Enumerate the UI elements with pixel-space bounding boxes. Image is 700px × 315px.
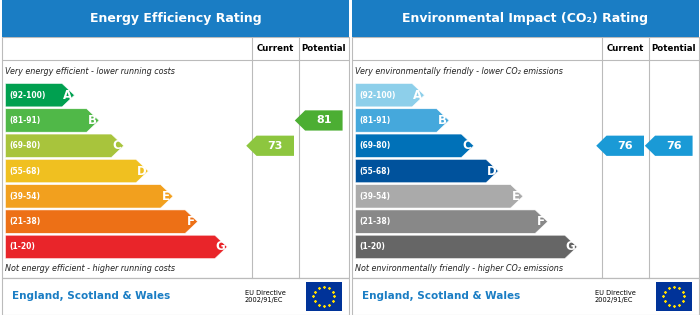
Bar	[2, 37, 349, 278]
Text: B: B	[438, 114, 447, 127]
Text: (1-20): (1-20)	[10, 243, 36, 251]
Text: A: A	[63, 89, 72, 102]
Text: G: G	[216, 240, 225, 253]
Text: Current: Current	[607, 44, 644, 53]
Text: E: E	[162, 190, 170, 203]
Text: A: A	[413, 89, 422, 102]
Bar	[656, 282, 692, 311]
Polygon shape	[356, 235, 578, 259]
Polygon shape	[6, 185, 173, 208]
Text: G: G	[566, 240, 575, 253]
Text: E: E	[512, 190, 520, 203]
Polygon shape	[356, 159, 498, 183]
Polygon shape	[6, 235, 228, 259]
Text: Current: Current	[257, 44, 294, 53]
Bar	[2, 278, 349, 315]
Polygon shape	[356, 185, 523, 208]
Text: (55-68): (55-68)	[360, 167, 391, 175]
Text: (92-100): (92-100)	[10, 91, 46, 100]
Text: (39-54): (39-54)	[360, 192, 391, 201]
Text: (69-80): (69-80)	[10, 141, 41, 150]
Polygon shape	[596, 136, 644, 156]
Text: Energy Efficiency Rating: Energy Efficiency Rating	[90, 12, 261, 25]
Text: 76: 76	[666, 141, 682, 151]
Text: (55-68): (55-68)	[10, 167, 41, 175]
Polygon shape	[6, 159, 148, 183]
Polygon shape	[356, 134, 474, 158]
Text: (21-38): (21-38)	[360, 217, 391, 226]
Text: EU Directive
2002/91/EC: EU Directive 2002/91/EC	[595, 290, 636, 303]
Polygon shape	[356, 109, 449, 132]
Text: England, Scotland & Wales: England, Scotland & Wales	[13, 291, 171, 301]
Polygon shape	[6, 109, 99, 132]
Bar	[2, 0, 349, 37]
Text: F: F	[537, 215, 545, 228]
Text: Very environmentally friendly - lower CO₂ emissions: Very environmentally friendly - lower CO…	[356, 67, 564, 76]
Text: Potential: Potential	[652, 44, 696, 53]
Text: Not environmentally friendly - higher CO₂ emissions: Not environmentally friendly - higher CO…	[356, 264, 564, 273]
Polygon shape	[356, 210, 547, 233]
Polygon shape	[6, 83, 74, 107]
Text: England, Scotland & Wales: England, Scotland & Wales	[363, 291, 521, 301]
Text: Environmental Impact (CO₂) Rating: Environmental Impact (CO₂) Rating	[402, 12, 648, 25]
Text: B: B	[88, 114, 97, 127]
Text: 81: 81	[316, 116, 332, 125]
Text: Potential: Potential	[302, 44, 346, 53]
Bar	[352, 37, 699, 278]
Text: C: C	[463, 139, 471, 152]
Text: F: F	[187, 215, 195, 228]
Text: (92-100): (92-100)	[360, 91, 396, 100]
Text: 76: 76	[617, 141, 633, 151]
Text: EU Directive
2002/91/EC: EU Directive 2002/91/EC	[245, 290, 286, 303]
Text: D: D	[486, 164, 496, 178]
Text: (81-91): (81-91)	[10, 116, 41, 125]
Bar	[306, 282, 342, 311]
Text: Not energy efficient - higher running costs: Not energy efficient - higher running co…	[6, 264, 176, 273]
Polygon shape	[6, 210, 197, 233]
Text: D: D	[136, 164, 146, 178]
Bar	[352, 0, 699, 37]
Polygon shape	[645, 136, 692, 156]
Polygon shape	[356, 83, 424, 107]
Text: (21-38): (21-38)	[10, 217, 41, 226]
Polygon shape	[295, 110, 342, 131]
Polygon shape	[6, 134, 124, 158]
Text: (1-20): (1-20)	[360, 243, 386, 251]
Text: Very energy efficient - lower running costs: Very energy efficient - lower running co…	[6, 67, 175, 76]
Text: (39-54): (39-54)	[10, 192, 41, 201]
Text: (69-80): (69-80)	[360, 141, 391, 150]
Polygon shape	[246, 136, 294, 156]
Text: 73: 73	[267, 141, 283, 151]
Text: (81-91): (81-91)	[360, 116, 391, 125]
Bar	[352, 278, 699, 315]
Text: C: C	[113, 139, 121, 152]
